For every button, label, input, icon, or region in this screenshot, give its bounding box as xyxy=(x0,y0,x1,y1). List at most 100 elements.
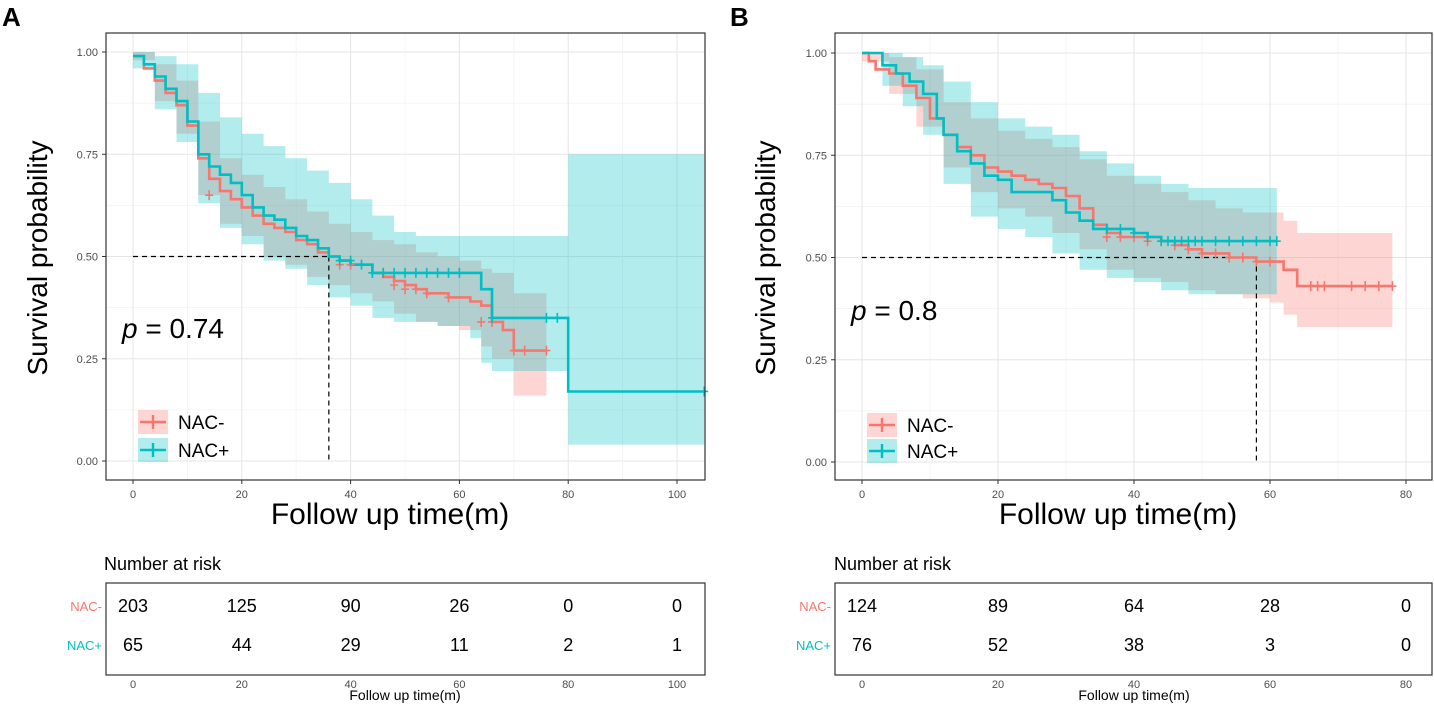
censor-mark-nac-plus xyxy=(1130,227,1138,238)
censor-mark-nac-minus xyxy=(205,190,214,201)
panel-b-p-symbol: p xyxy=(850,295,867,326)
censor-mark-nac-plus xyxy=(1170,236,1179,247)
risk-row-label-nac-minus: NAC- xyxy=(70,599,102,614)
legend-key-line-nac-plus xyxy=(140,443,166,457)
censor-mark-nac-plus xyxy=(1266,236,1274,247)
censor-mark-nac-plus xyxy=(433,267,442,278)
censor-mark-nac-minus xyxy=(390,280,399,291)
panel-b-confidence-bands xyxy=(862,53,1393,327)
censor-mark-nac-plus xyxy=(1238,236,1247,247)
x-tick-label: 20 xyxy=(236,489,248,501)
y-tick-label: 0.75 xyxy=(77,149,98,161)
y-tick-label: 0.50 xyxy=(806,253,827,265)
x-tick-label: 60 xyxy=(1264,489,1276,501)
risk-x-tick-label: 40 xyxy=(1128,679,1140,691)
censor-mark-nac-plus xyxy=(335,255,344,266)
censor-mark-nac-plus xyxy=(379,267,388,278)
censor-mark-nac-plus xyxy=(1143,232,1152,243)
panel-b-median-lines xyxy=(862,256,1258,462)
risk-x-tick-label: 80 xyxy=(1400,679,1412,691)
censor-mark-nac-minus xyxy=(1252,256,1261,267)
censor-mark-nac-plus xyxy=(411,267,420,278)
censor-mark-nac-minus xyxy=(1266,256,1274,267)
x-tick-label: 80 xyxy=(562,489,574,501)
y-tick-label: 0.25 xyxy=(806,355,827,367)
censor-mark-nac-plus xyxy=(700,386,709,397)
censor-mark-nac-plus xyxy=(346,255,355,266)
censor-mark-nac-minus xyxy=(1306,281,1315,292)
risk-x-tick-label: 60 xyxy=(1264,679,1276,691)
panel-b-risk-table-title: Number at risk xyxy=(834,554,952,574)
legend-label-nac-minus: NAC- xyxy=(907,416,953,437)
censor-mark-nac-minus xyxy=(401,284,409,295)
x-tick-label: 20 xyxy=(992,489,1004,501)
risk-count: 2 xyxy=(563,635,573,655)
risk-count: 89 xyxy=(988,596,1008,616)
censor-mark-nac-plus xyxy=(1177,236,1186,247)
censor-mark-nac-minus xyxy=(1374,281,1383,292)
risk-count: 203 xyxy=(118,596,148,616)
risk-count: 0 xyxy=(1401,635,1411,655)
censor-mark-nac-minus xyxy=(411,284,420,295)
risk-row-label-nac-minus: NAC- xyxy=(799,599,831,614)
x-tick-label: 0 xyxy=(859,489,865,501)
panel-a-risk-table-cells: NAC- 203 125 90 26 0 0 NAC+ 65 44 29 11 2 1 0 20 40 60 80 1… xyxy=(67,596,686,691)
censor-mark-nac-plus xyxy=(1164,236,1172,247)
survival-curve-nac-minus xyxy=(862,51,1393,288)
censor-mark-nac-plus xyxy=(1211,236,1220,247)
censor-mark-nac-plus xyxy=(401,267,409,278)
censor-mark-nac-plus xyxy=(1184,236,1193,247)
censor-mark-nac-minus xyxy=(520,345,529,356)
censor-mark-nac-minus xyxy=(422,288,431,299)
panel-a-risk-table-title: Number at risk xyxy=(104,554,222,574)
censor-mark-nac-plus xyxy=(357,259,366,270)
panel-b-letter: B xyxy=(730,2,749,32)
censor-mark-nac-minus xyxy=(1198,248,1206,259)
censor-mark-nac-plus xyxy=(1191,236,1200,247)
risk-count: 125 xyxy=(227,596,257,616)
censor-mark-nac-plus xyxy=(1252,236,1261,247)
panel-b: B Survival probability 0.00 0.25 0.50 0.75 1… xyxy=(730,2,1433,703)
panel-b-p-value: p = 0.8 xyxy=(850,295,937,326)
censor-mark-nac-minus xyxy=(1211,248,1220,259)
panel-a-risk-table xyxy=(105,582,706,676)
x-tick-label: 40 xyxy=(344,489,356,501)
legend-key-line-nac-minus xyxy=(869,418,895,432)
censor-mark-nac-minus xyxy=(1388,281,1397,292)
risk-x-tick-label: 0 xyxy=(130,679,136,691)
legend-label-nac-plus: NAC+ xyxy=(907,442,958,463)
confidence-band-nac-minus xyxy=(133,52,547,396)
censor-mark-nac-minus xyxy=(1320,281,1329,292)
risk-count: 28 xyxy=(1260,596,1280,616)
censor-mark-nac-plus xyxy=(422,267,431,278)
risk-count: 65 xyxy=(123,635,143,655)
panel-a: A Survival probability 0.00 0.25 0.50 0.75 1… xyxy=(2,2,709,703)
y-tick-label: 0.00 xyxy=(77,456,98,468)
censor-mark-nac-minus xyxy=(1347,281,1356,292)
legend-label-nac-plus: NAC+ xyxy=(178,441,229,462)
panel-a-p-value: p = 0.74 xyxy=(121,313,224,344)
legend-label-nac-minus: NAC- xyxy=(178,413,224,434)
censor-mark-nac-minus xyxy=(477,316,486,327)
panel-a-x-axis-title: Follow up time(m) xyxy=(271,498,509,531)
panel-b-gridlines xyxy=(835,33,1432,480)
panel-b-risk-table-cells: NAC- 124 89 64 28 0 NAC+ 76 52 38 3 0 0 20 40 60 80 xyxy=(796,596,1412,691)
risk-count: 0 xyxy=(672,596,682,616)
x-tick-label: 100 xyxy=(668,489,686,501)
panel-a-y-axis-title: Survival probability xyxy=(22,141,53,376)
censor-mark-nac-plus xyxy=(1225,236,1234,247)
risk-x-tick-label: 0 xyxy=(859,679,865,691)
risk-row-label-nac-plus: NAC+ xyxy=(67,638,102,653)
censor-mark-nac-minus xyxy=(444,292,453,303)
censor-mark-nac-minus xyxy=(1225,252,1234,263)
panel-b-y-axis-title: Survival probability xyxy=(750,141,781,376)
legend-key-line-nac-minus xyxy=(140,415,166,429)
censor-mark-nac-minus xyxy=(509,345,518,356)
risk-count: 90 xyxy=(341,596,361,616)
panel-a-p-value-text: = 0.74 xyxy=(138,313,224,344)
y-tick-label: 0.00 xyxy=(806,457,827,469)
panel-b-risk-table xyxy=(834,582,1433,676)
censor-mark-nac-plus xyxy=(1116,223,1125,234)
risk-x-tick-label: 60 xyxy=(453,679,465,691)
